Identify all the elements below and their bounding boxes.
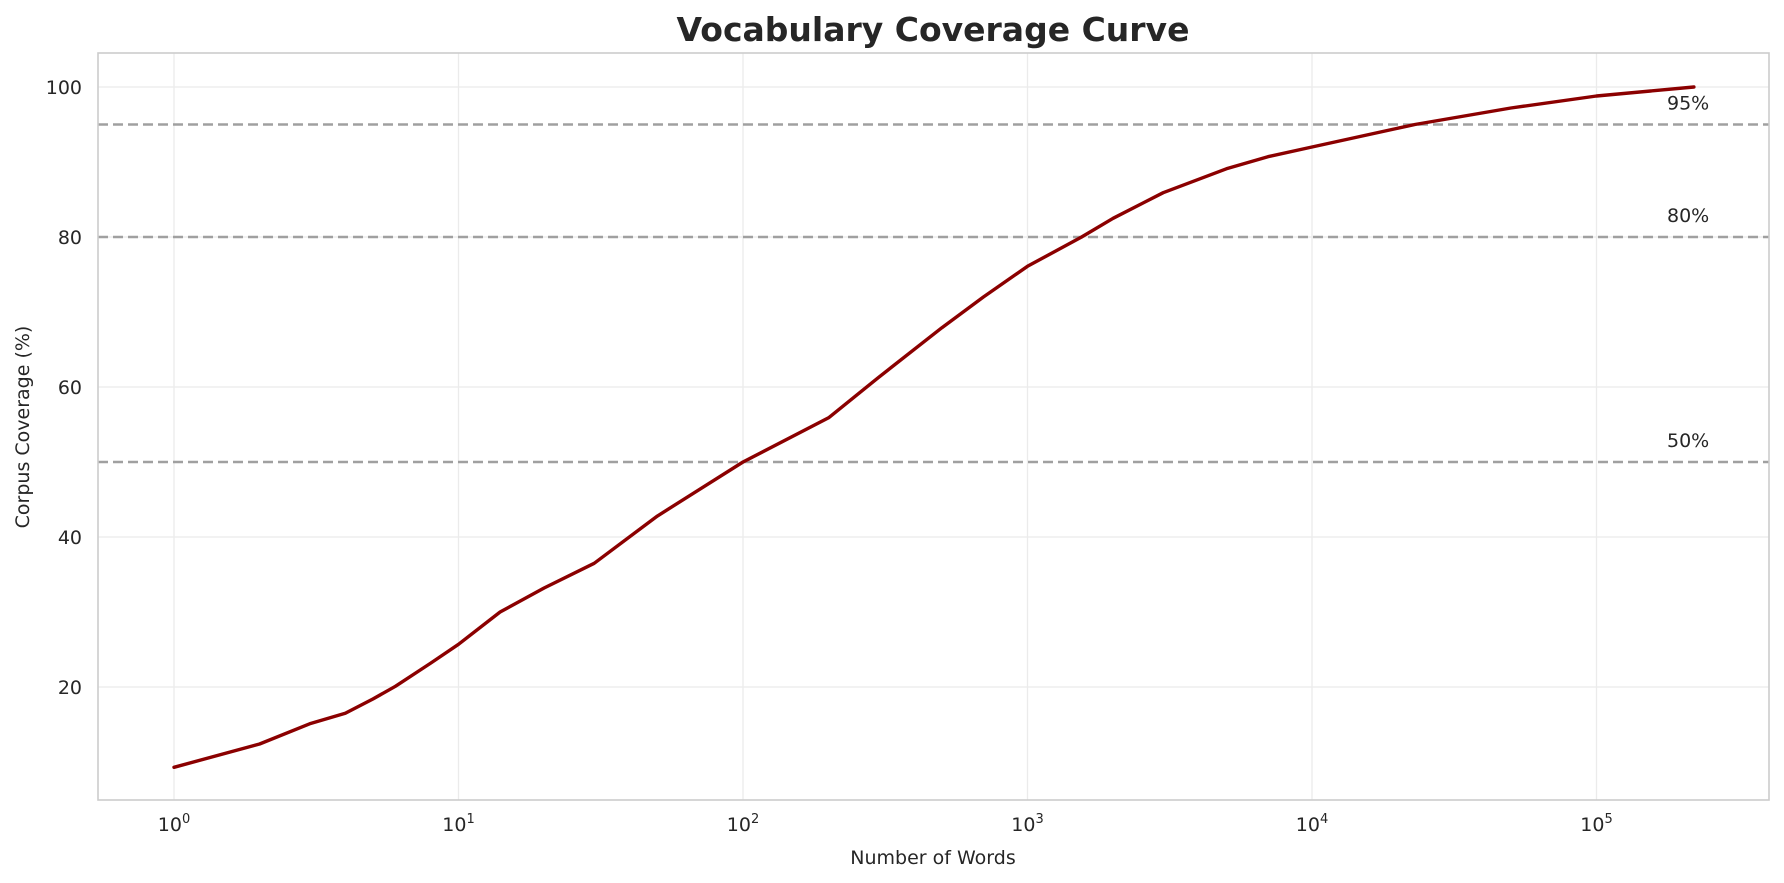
- y-axis-label: Corpus Coverage (%): [12, 326, 34, 529]
- x-axis-ticks: 100 101 102 103 104 105: [158, 812, 1613, 836]
- y-tick-label: 20: [58, 677, 82, 699]
- x-tick-label: 103: [1011, 812, 1043, 836]
- y-tick-label: 40: [58, 527, 82, 549]
- grid-lines: [98, 53, 1769, 800]
- x-tick-label: 105: [1580, 812, 1612, 836]
- y-axis-ticks: 20 40 60 80 100: [46, 77, 82, 699]
- plot-area-frame: [97, 52, 1770, 801]
- reference-label-80: 80%: [1667, 205, 1709, 227]
- y-tick-label: 100: [46, 77, 82, 99]
- reference-label-95: 95%: [1667, 93, 1709, 115]
- y-tick-label: 80: [58, 227, 82, 249]
- reference-label-50: 50%: [1667, 430, 1709, 452]
- x-tick-label: 101: [442, 812, 474, 836]
- plot-series: [172, 85, 1696, 769]
- x-tick-label: 100: [158, 812, 190, 836]
- x-axis-label: Number of Words: [850, 847, 1015, 869]
- x-tick-label: 102: [727, 812, 759, 836]
- x-tick-label: 104: [1296, 812, 1328, 836]
- y-tick-label: 60: [58, 377, 82, 399]
- chart-title: Vocabulary Coverage Curve: [677, 10, 1190, 49]
- coverage-line: [172, 85, 1696, 769]
- reference-lines: 95% 80% 50%: [98, 93, 1769, 464]
